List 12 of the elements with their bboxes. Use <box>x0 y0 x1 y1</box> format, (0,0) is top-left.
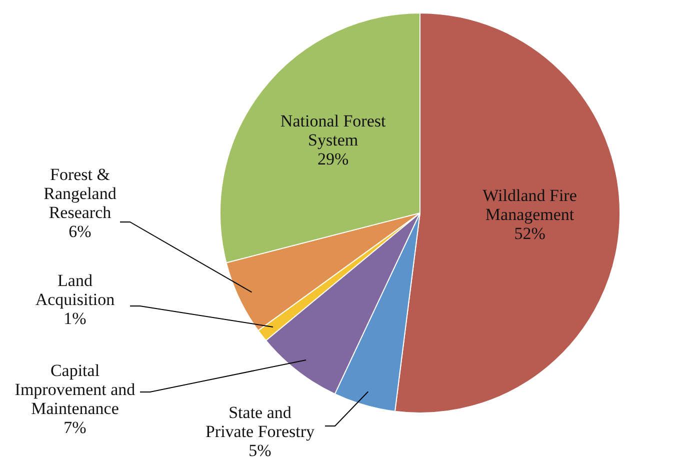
data-label: 52% <box>514 224 546 243</box>
data-label: 5% <box>248 441 272 457</box>
data-label: 29% <box>317 150 349 169</box>
data-label: 7% <box>64 418 86 437</box>
slice-label: Forest & Rangeland Research <box>44 165 117 222</box>
slice-label: Wildland Fire Management <box>482 186 577 224</box>
slice-label: National Forest System <box>280 112 386 150</box>
slice-label: Capital Improvement and Maintenance <box>14 361 136 418</box>
slice-label: Land Acquisition <box>35 271 116 309</box>
data-label: 6% <box>68 222 92 241</box>
slice-label: State and Private Forestry <box>205 403 316 441</box>
data-label: 1% <box>64 309 86 328</box>
